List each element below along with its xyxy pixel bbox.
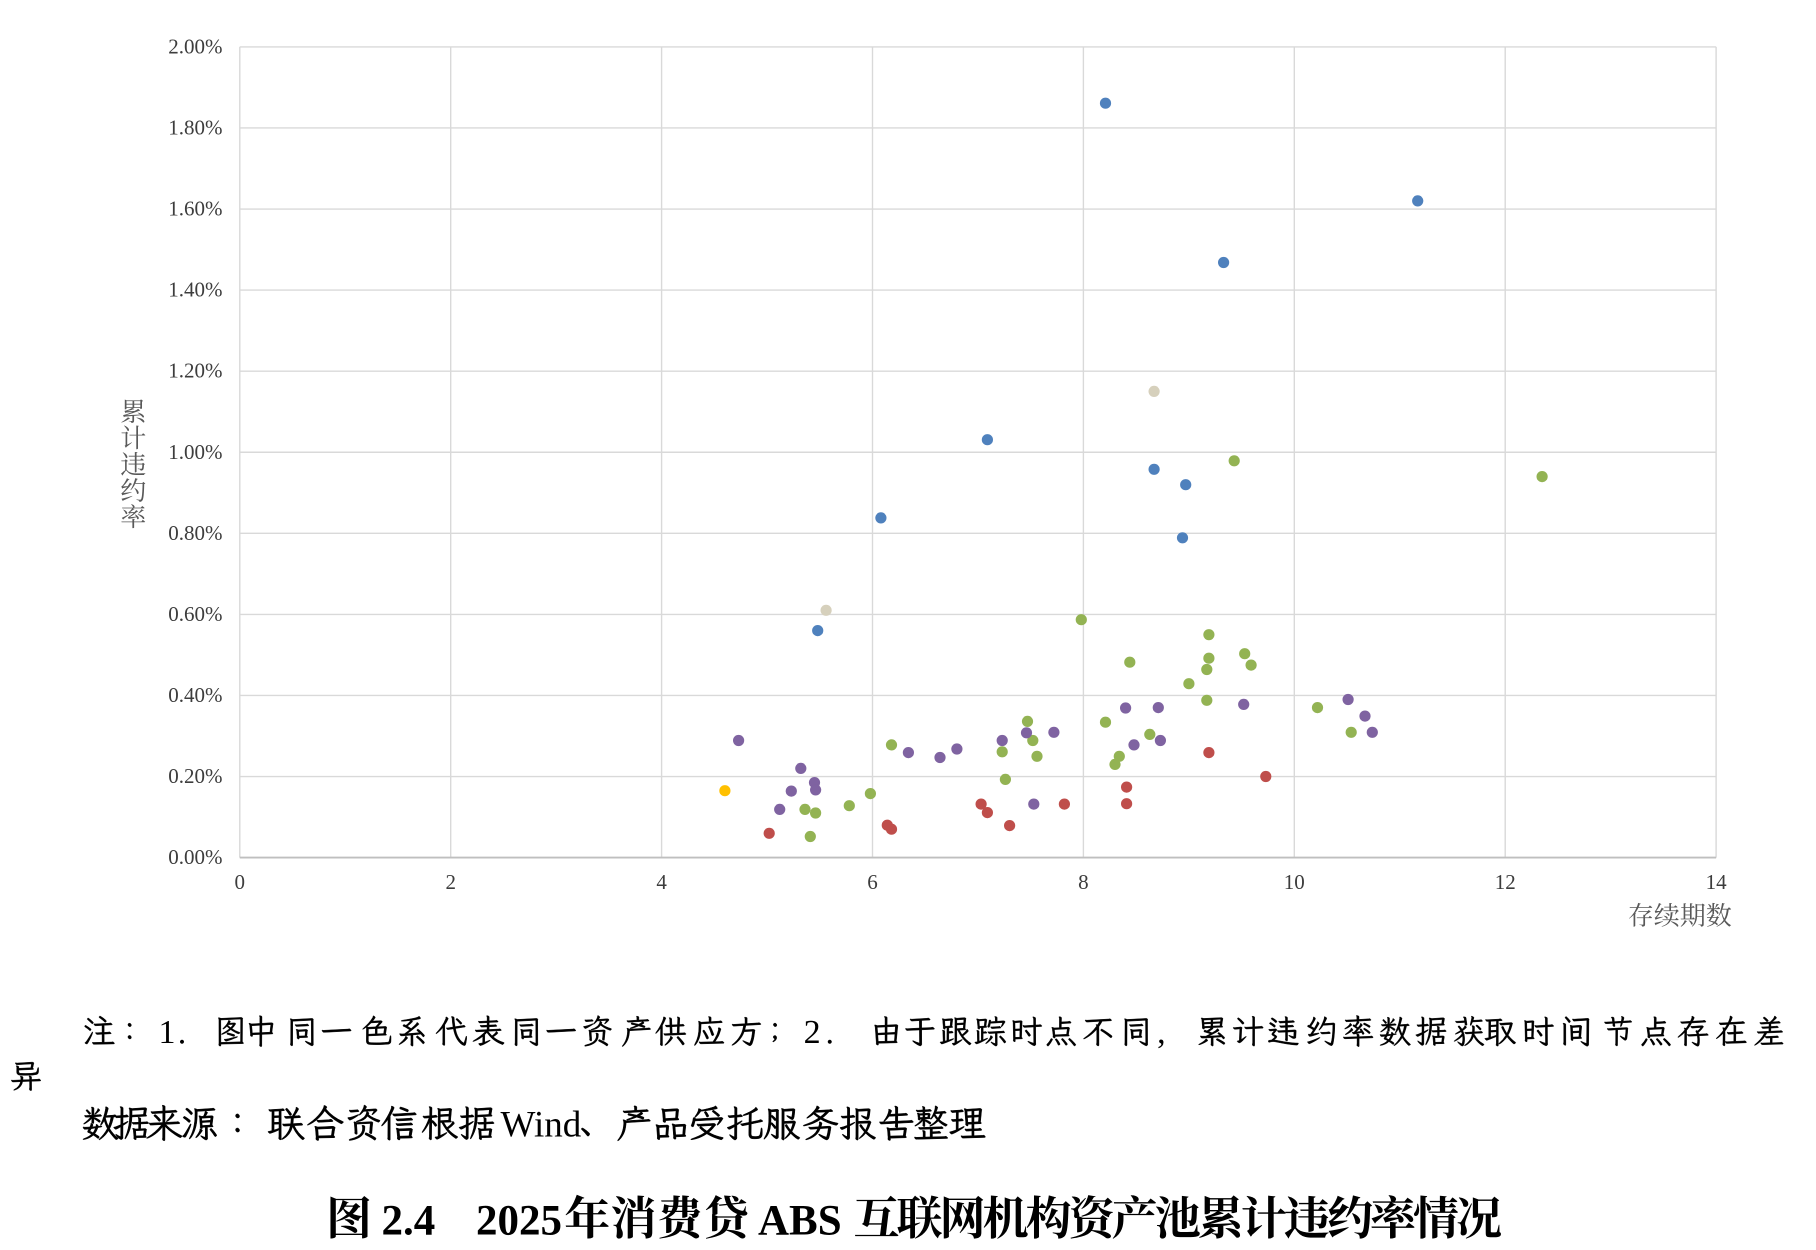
svg-text:1.40%: 1.40% bbox=[168, 278, 222, 302]
svg-text:0.40%: 0.40% bbox=[168, 683, 222, 707]
svg-text:0.20%: 0.20% bbox=[168, 764, 222, 788]
svg-text:,: , bbox=[1157, 1014, 1166, 1051]
svg-text:1.60%: 1.60% bbox=[168, 197, 222, 221]
svg-text:0.60%: 0.60% bbox=[168, 602, 222, 626]
svg-text:2025: 2025 bbox=[476, 1198, 562, 1245]
svg-text:2: 2 bbox=[804, 1014, 821, 1051]
svg-text:10: 10 bbox=[1284, 870, 1305, 894]
svg-text:12: 12 bbox=[1495, 870, 1516, 894]
svg-text:ABS: ABS bbox=[758, 1198, 842, 1245]
svg-text:0.00%: 0.00% bbox=[168, 845, 222, 869]
svg-text:2.00%: 2.00% bbox=[168, 34, 222, 58]
svg-text:1: 1 bbox=[159, 1014, 176, 1051]
svg-text:.: . bbox=[825, 1014, 834, 1051]
svg-text:8: 8 bbox=[1078, 870, 1089, 894]
svg-text:2.4: 2.4 bbox=[382, 1198, 436, 1245]
svg-text:2: 2 bbox=[445, 870, 456, 894]
svg-text:1.20%: 1.20% bbox=[168, 359, 222, 383]
svg-text:.: . bbox=[178, 1014, 187, 1051]
svg-text:1.80%: 1.80% bbox=[168, 116, 222, 140]
svg-text:0: 0 bbox=[235, 870, 246, 894]
svg-text:14: 14 bbox=[1706, 870, 1728, 894]
svg-text:4: 4 bbox=[656, 870, 667, 894]
svg-text:0.80%: 0.80% bbox=[168, 521, 222, 545]
svg-text:Wind: Wind bbox=[501, 1105, 582, 1146]
svg-text:6: 6 bbox=[867, 870, 878, 894]
svg-text:1.00%: 1.00% bbox=[168, 440, 222, 464]
